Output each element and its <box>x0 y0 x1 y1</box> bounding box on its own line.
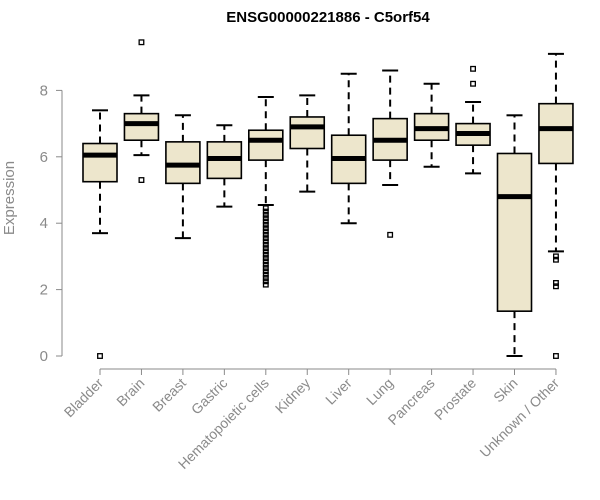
outlier-point <box>262 268 269 275</box>
outlier-point <box>262 261 269 268</box>
outlier-point <box>553 353 559 359</box>
outlier-point <box>262 211 269 218</box>
y-tick-label: 0 <box>40 348 48 365</box>
y-axis-label: Expression <box>1 161 18 235</box>
box-group <box>455 65 491 175</box>
plot-area <box>82 39 574 359</box>
outlier-point <box>262 225 269 232</box>
x-tick-label: Kidney <box>272 375 314 417</box>
outlier-point <box>262 281 269 288</box>
outlier-point <box>262 231 269 238</box>
outlier-point <box>138 39 145 46</box>
outlier-point <box>262 235 269 242</box>
outlier-point <box>553 283 559 290</box>
outlier-point <box>262 208 269 215</box>
box-iqr <box>123 112 160 141</box>
outlier-point <box>262 228 269 235</box>
outlier-point <box>262 278 269 285</box>
outlier-point <box>553 280 559 286</box>
box-group <box>123 39 160 183</box>
x-tick-label: Prostate <box>431 375 479 423</box>
x-tick-label: Unknown / Other <box>476 375 562 461</box>
box-group <box>289 94 326 193</box>
x-tick-label: Brain <box>113 375 147 409</box>
box-group <box>413 82 450 168</box>
outlier-point <box>262 241 269 248</box>
box-group <box>206 124 243 208</box>
outlier-point <box>262 221 269 228</box>
outlier-point <box>262 265 269 271</box>
outlier-point <box>262 255 269 262</box>
outlier-point <box>262 218 269 225</box>
outlier-point <box>262 205 269 212</box>
outlier-point <box>553 256 559 263</box>
box-group <box>330 72 367 225</box>
box-iqr <box>248 129 284 161</box>
outlier-point <box>262 275 269 281</box>
x-tick-label: Skin <box>490 375 521 406</box>
outlier-point <box>138 177 145 183</box>
x-tick-label: Breast <box>149 375 189 415</box>
outlier-point <box>262 238 269 245</box>
chart-title: ENSG00000221886 - C5orf54 <box>226 9 430 26</box>
outlier-point <box>262 258 269 265</box>
outlier-point <box>262 271 269 278</box>
y-tick-label: 4 <box>40 215 48 232</box>
y-tick-label: 8 <box>40 82 48 99</box>
box-group <box>538 52 574 359</box>
outlier-point <box>262 248 269 255</box>
outlier-point <box>470 65 476 72</box>
y-tick-label: 2 <box>40 282 48 299</box>
x-tick-label: Bladder <box>61 375 107 421</box>
box-group <box>248 96 284 288</box>
outlier-point <box>553 253 559 260</box>
outlier-point <box>97 353 103 359</box>
box-iqr <box>82 142 118 183</box>
outlier-point <box>262 251 269 258</box>
outlier-point <box>262 215 269 222</box>
box-group <box>496 114 533 357</box>
box-group <box>372 69 408 238</box>
x-tick-label: Liver <box>322 375 355 408</box>
y-tick-label: 6 <box>40 149 48 166</box>
box-iqr <box>496 152 533 312</box>
box-group <box>165 114 201 240</box>
x-tick-label: Lung <box>363 375 396 408</box>
box-iqr <box>538 102 574 165</box>
box-group <box>82 109 118 359</box>
outlier-point <box>387 231 394 238</box>
box-iqr <box>289 116 326 150</box>
outlier-point <box>262 245 269 252</box>
outlier-point <box>470 80 476 87</box>
